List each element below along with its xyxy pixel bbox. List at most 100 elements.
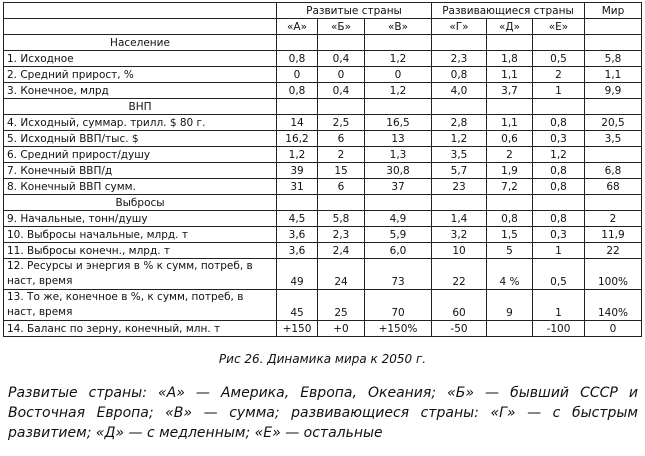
column-header: «А» (276, 18, 318, 35)
row-label: 3. Конечное, млрд (3, 82, 277, 99)
empty-cell (532, 34, 585, 51)
cell: 0,4 (317, 82, 365, 99)
cell: 22 (431, 258, 487, 290)
cell: 0 (276, 66, 318, 83)
cell: 2,4 (317, 242, 365, 259)
data-row: 7. Конечный ВВП/д 39 15 30,8 5,7 1,9 0,8 6,8 (3, 162, 642, 179)
cell: 0,6 (486, 130, 533, 147)
cell: 2,5 (317, 114, 365, 131)
note: Развитые страны: «А» — Америка, Европа, … (8, 385, 638, 441)
cell: 3,5 (431, 146, 487, 163)
cell: 16,5 (364, 114, 432, 131)
cell: 70 (364, 289, 432, 321)
cell: 0,8 (486, 210, 533, 227)
cell: 1,2 (276, 146, 318, 163)
empty-cell (364, 34, 432, 51)
data-row: 10. Выбросы начальные, млрд. т 3,6 2,3 5,9 3… (3, 226, 642, 243)
empty-cell (317, 194, 365, 211)
cell: 3,5 (584, 130, 642, 147)
cell: 15 (317, 162, 365, 179)
cell: 0,8 (532, 210, 585, 227)
cell: 1,3 (364, 146, 432, 163)
cell: 0,8 (431, 66, 487, 83)
cell: 140% (584, 289, 642, 321)
cell: 0,8 (532, 162, 585, 179)
header-cell (3, 18, 277, 35)
cell: -100 (532, 320, 585, 337)
cell: 2 (317, 146, 365, 163)
cell: 10 (431, 242, 487, 259)
cell: 4,0 (431, 82, 487, 99)
row-label: 1. Исходное (3, 50, 277, 67)
empty-cell (486, 98, 533, 115)
empty-cell (532, 194, 585, 211)
cell: 73 (364, 258, 432, 290)
cell: +150% (364, 320, 432, 337)
empty-cell (276, 34, 318, 51)
data-row: 1. Исходное 0,8 0,4 1,2 2,3 1,8 0,5 5,8 (3, 50, 642, 67)
cell: 1,8 (486, 50, 533, 67)
empty-cell (431, 34, 487, 51)
cell: 3,7 (486, 82, 533, 99)
cell: 20,5 (584, 114, 642, 131)
header-row: Развитые страны Развивающиеся страны Мир (3, 2, 642, 19)
cell: 2,3 (317, 226, 365, 243)
empty-cell (584, 98, 642, 115)
row-label: 4. Исходный, суммар. трилл. $ 80 г. (3, 114, 277, 131)
empty-cell (584, 194, 642, 211)
cell: 3,6 (276, 226, 318, 243)
header-row: «А» «Б» «В» «Г» «Д» «Е» (3, 18, 642, 35)
empty-cell (431, 194, 487, 211)
cell: 30,8 (364, 162, 432, 179)
cell: 23 (431, 178, 487, 195)
cell: 1,2 (532, 146, 585, 163)
cell: 39 (276, 162, 318, 179)
row-label: 7. Конечный ВВП/д (3, 162, 277, 179)
cell: 49 (276, 258, 318, 290)
section-row: ВНП (3, 98, 642, 115)
cell: 11,9 (584, 226, 642, 243)
column-header: «Б» (317, 18, 365, 35)
cell: 0,8 (532, 178, 585, 195)
empty-cell (276, 98, 318, 115)
data-row: 14. Баланс по зерну, конечный, млн. т +15… (3, 320, 642, 337)
cell: 1,2 (431, 130, 487, 147)
cell: +0 (317, 320, 365, 337)
row-label: 5. Исходный ВВП/тыс. $ (3, 130, 277, 147)
cell: 1,1 (584, 66, 642, 83)
empty-cell (431, 98, 487, 115)
cell: 0,8 (276, 50, 318, 67)
header-cell (3, 2, 277, 19)
cell: 1 (532, 82, 585, 99)
data-row: 8. Конечный ВВП сумм. 31 6 37 23 7,2 0,8 68 (3, 178, 642, 195)
data-row: 6. Средний прирост/душу 1,2 2 1,3 3,5 2 1,2 (3, 146, 642, 163)
data-row: 3. Конечное, млрд 0,8 0,4 1,2 4,0 3,7 1 9,9 (3, 82, 642, 99)
cell: 14 (276, 114, 318, 131)
cell: 0 (584, 320, 642, 337)
cell: 13 (364, 130, 432, 147)
cell: 45 (276, 289, 318, 321)
cell: 0,3 (532, 130, 585, 147)
cell: 0,8 (276, 82, 318, 99)
cell: 0,3 (532, 226, 585, 243)
row-label: 13. То же, конечное в %, к сумм, потреб,… (3, 289, 277, 321)
section-title: Население (3, 34, 277, 51)
cell: 0,4 (317, 50, 365, 67)
empty-cell (364, 194, 432, 211)
cell: 1,5 (486, 226, 533, 243)
column-header: «Е» (532, 18, 585, 35)
cell: 0,8 (532, 114, 585, 131)
cell: 37 (364, 178, 432, 195)
row-label: 14. Баланс по зерну, конечный, млн. т (3, 320, 277, 337)
cell: 1,1 (486, 114, 533, 131)
cell: 2 (584, 210, 642, 227)
data-row: 12. Ресурсы и энергия в % к сумм, потреб… (3, 258, 642, 290)
empty-cell (317, 98, 365, 115)
cell: 0,5 (532, 50, 585, 67)
data-row: 4. Исходный, суммар. трилл. $ 80 г. 14 2,5… (3, 114, 642, 131)
cell: 16,2 (276, 130, 318, 147)
cell: 6 (317, 178, 365, 195)
cell: 1,2 (364, 50, 432, 67)
cell: 0 (364, 66, 432, 83)
